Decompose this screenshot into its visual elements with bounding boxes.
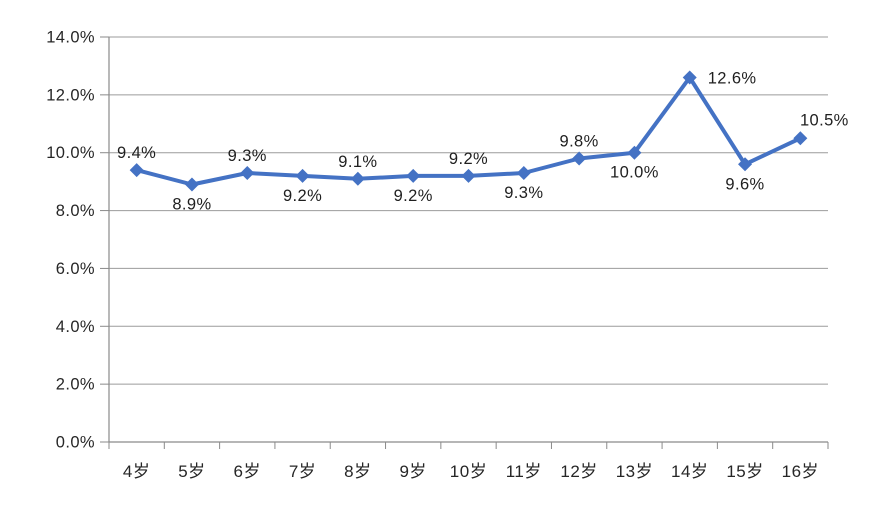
x-axis-category-label: 4岁 xyxy=(123,462,150,481)
y-axis-ticks xyxy=(100,36,109,443)
x-axis-category-label: 7岁 xyxy=(289,462,316,481)
x-axis-category-label: 10岁 xyxy=(450,462,487,481)
y-axis-tick-label: 4.0% xyxy=(56,318,95,336)
y-axis-tick-labels: 0.0% 2.0% 4.0% 6.0% 8.0% 10.0% 12.0% 14.0% xyxy=(46,29,95,452)
series-line xyxy=(134,75,803,187)
data-point-marker xyxy=(240,165,255,180)
data-point-label: 12.6% xyxy=(708,70,757,88)
x-axis-category-label: 9岁 xyxy=(399,462,426,481)
y-axis-tick-label: 12.0% xyxy=(46,86,95,104)
data-point-marker xyxy=(184,177,199,192)
data-point-label: 9.4% xyxy=(117,144,156,162)
data-point-marker xyxy=(682,70,697,85)
data-point-marker xyxy=(129,163,144,178)
data-point-label: 9.3% xyxy=(228,147,267,165)
data-point-label: 9.8% xyxy=(560,133,599,151)
data-point-label: 9.1% xyxy=(338,153,377,171)
data-point-marker xyxy=(461,168,476,183)
gridlines xyxy=(109,36,828,385)
data-point-marker xyxy=(516,165,531,180)
y-axis-tick-label: 10.0% xyxy=(46,144,95,162)
data-point-marker xyxy=(572,151,587,166)
axes xyxy=(108,37,828,443)
data-point-label: 9.2% xyxy=(394,187,433,205)
data-point-labels: 9.4% 8.9% 9.3% 9.2% 9.1% 9.2% 9.2% 9.3% 9.8% 10.0… xyxy=(117,70,849,214)
y-axis-tick-label: 6.0% xyxy=(56,260,95,278)
x-axis-category-label: 14岁 xyxy=(671,462,708,481)
data-point-marker xyxy=(295,168,310,183)
data-point-label: 9.2% xyxy=(283,187,322,205)
y-axis-tick-label: 8.0% xyxy=(56,202,95,220)
data-point-marker xyxy=(738,157,753,172)
data-point-marker xyxy=(793,131,808,146)
data-point-marker xyxy=(627,145,642,160)
y-axis-tick-label: 2.0% xyxy=(56,376,95,394)
data-point-label: 9.6% xyxy=(725,175,764,193)
y-axis-tick-label: 14.0% xyxy=(46,29,95,47)
x-axis-category-label: 12岁 xyxy=(560,462,597,481)
data-series xyxy=(129,70,808,192)
x-axis-category-label: 11岁 xyxy=(506,462,542,481)
x-axis-category-label: 13岁 xyxy=(616,462,653,481)
data-point-label: 10.0% xyxy=(610,164,659,182)
x-axis-ticks xyxy=(108,442,829,449)
x-axis-category-label: 8岁 xyxy=(344,462,371,481)
data-point-label: 9.3% xyxy=(504,184,543,202)
data-point-marker xyxy=(406,168,421,183)
x-axis-category-label: 15岁 xyxy=(726,462,763,481)
y-axis-tick-label: 0.0% xyxy=(56,434,95,452)
data-point-label: 8.9% xyxy=(172,196,211,214)
data-point-label: 9.2% xyxy=(449,150,488,168)
x-axis-category-label: 6岁 xyxy=(234,462,261,481)
x-axis-category-label: 16岁 xyxy=(782,462,819,481)
x-axis-category-label: 5岁 xyxy=(178,462,205,481)
data-point-marker xyxy=(350,171,365,186)
x-axis-category-labels: 4岁 5岁 6岁 7岁 8岁 9岁 10岁 11岁 12岁 13岁 14岁 15岁 16岁 xyxy=(123,462,819,481)
data-point-label: 10.5% xyxy=(800,111,849,129)
